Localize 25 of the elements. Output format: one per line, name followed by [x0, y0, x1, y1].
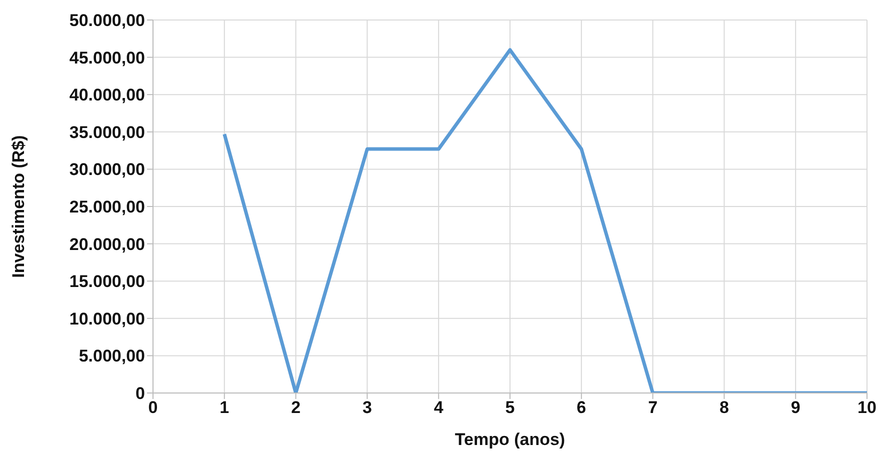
x-tick-label: 4 [434, 398, 444, 418]
y-tick-label: 20.000,00 [69, 234, 145, 254]
y-tick-label: 15.000,00 [69, 272, 145, 292]
line-series [222, 48, 867, 393]
y-tick-label: 30.000,00 [69, 160, 145, 180]
y-tick-label: 35.000,00 [69, 122, 145, 142]
x-tick-label: 5 [505, 398, 515, 418]
x-tick-label: 3 [362, 398, 372, 418]
x-tick-label: 8 [719, 398, 729, 418]
x-tick-label: 6 [576, 398, 586, 418]
x-tick-label: 7 [648, 398, 658, 418]
y-tick-label: 0 [136, 384, 145, 404]
x-axis-title: Tempo (anos) [454, 430, 566, 450]
x-tick-label: 9 [790, 398, 800, 418]
y-tick-label: 50.000,00 [69, 11, 145, 30]
x-tick-label: 1 [220, 398, 230, 418]
y-tick-label: 5.000,00 [78, 346, 145, 366]
x-tick-label: 10 [858, 398, 876, 418]
y-tick-label: 25.000,00 [69, 198, 145, 217]
x-tick-label: 0 [148, 398, 158, 418]
y-tick-label: 40.000,00 [69, 86, 145, 105]
y-tick-label: 45.000,00 [69, 48, 145, 68]
y-axis-title: Investimento (R$) [9, 135, 28, 278]
x-tick-label: 2 [291, 398, 301, 418]
y-tick-label: 10.000,00 [69, 309, 145, 328]
